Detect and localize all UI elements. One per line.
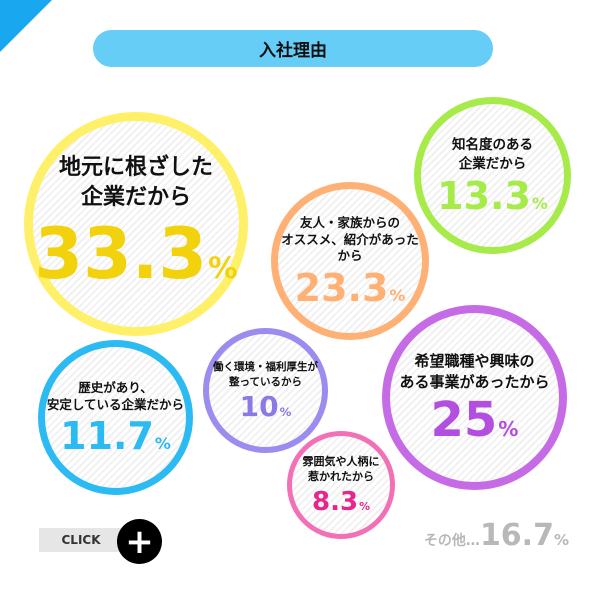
other-reasons: その他… 16.7 % [424, 518, 569, 553]
percent-unit: % [531, 193, 548, 213]
bubble-label-line: 知名度のある [452, 137, 533, 154]
page-title: 入社理由 [93, 30, 493, 67]
percent-value: 33.3 [34, 212, 208, 295]
corner-triangle-decoration [0, 0, 52, 52]
bubble-recommendation: 友人・家族からの オススメ、紹介があったから 23.3% [271, 182, 429, 340]
percent-unit: % [154, 434, 171, 454]
bubble-label: 知名度のある 企業だから [452, 136, 533, 172]
percent-unit: % [208, 250, 238, 285]
bubble-label: 希望職種や興味の ある事業があったから [399, 351, 549, 392]
other-value: 16.7 [479, 518, 554, 553]
bubble-label-line: オススメ、紹介があったから [281, 231, 419, 264]
other-unit: % [553, 531, 569, 549]
bubble-percentage: 10% [239, 389, 292, 423]
bubble-label-line: 地元に根ざした [58, 155, 213, 181]
bubble-label: 歴史があり、 安定している企業だから [47, 380, 184, 414]
bubble-local-company: 地元に根ざした 企業だから 33.3% [24, 112, 248, 336]
bubble-label: 雰囲気や人柄に 惹かれたから [303, 455, 380, 485]
click-label[interactable]: CLICK [39, 528, 123, 552]
bubble-label: 働く環境・福利厚生が 整っているから [213, 360, 318, 388]
bubble-label-line: 整っているから [229, 375, 302, 388]
bubble-label-line: 雰囲気や人柄に [302, 455, 380, 469]
bubble-percentage: 8.3% [312, 489, 370, 515]
percent-value: 11.7 [60, 414, 154, 459]
percent-unit: % [359, 499, 370, 513]
bubble-label-line: 企業だから [458, 155, 527, 172]
other-label: その他… [423, 533, 480, 549]
plus-icon[interactable]: + [117, 519, 162, 564]
percent-value: 13.3 [437, 173, 531, 218]
bubble-desired-job: 希望職種や興味の ある事業があったから 25% [382, 305, 567, 490]
bubble-label-line: 歴史があり、 [78, 379, 153, 395]
bubble-label-line: 働く環境・福利厚生が [213, 361, 318, 374]
percent-value: 23.3 [294, 266, 389, 311]
bubble-work-environment: 働く環境・福利厚生が 整っているから 10% [203, 328, 328, 453]
bubble-percentage: 11.7% [60, 417, 171, 455]
bubble-label-line: ある事業があったから [399, 372, 550, 391]
percent-value: 10 [239, 389, 279, 423]
percent-unit: % [279, 404, 292, 419]
bubble-label-line: 友人・家族からの [299, 214, 400, 230]
bubble-label-line: 企業だから [80, 185, 191, 210]
bubble-percentage: 13.3% [437, 177, 548, 215]
bubble-label-line: 惹かれたから [308, 470, 374, 483]
bubble-percentage: 23.3% [295, 269, 406, 307]
bubble-percentage: 25% [431, 396, 519, 444]
percent-value: 8.3 [312, 486, 359, 517]
bubble-label-line: 安定している企業だから [46, 396, 185, 412]
bubble-well-known: 知名度のある 企業だから 13.3% [414, 97, 571, 254]
percent-unit: % [498, 416, 519, 441]
percent-value: 25 [430, 391, 498, 448]
percent-unit: % [389, 286, 406, 306]
bubble-label-line: 希望職種や興味の [414, 352, 535, 371]
bubble-atmosphere: 雰囲気や人柄に 惹かれたから 8.3% [287, 431, 395, 539]
bubble-percentage: 33.3% [34, 219, 237, 289]
bubble-history-stability: 歴史があり、 安定している企業だから 11.7% [38, 340, 193, 495]
bubble-label: 地元に根ざした 企業だから [59, 153, 213, 212]
bubble-label: 友人・家族からの オススメ、紹介があったから [278, 215, 422, 266]
